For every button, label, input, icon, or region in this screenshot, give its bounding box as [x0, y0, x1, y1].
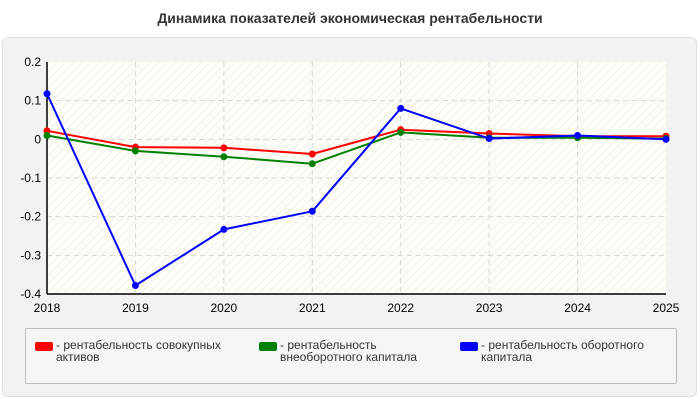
chart-title: Динамика показателей экономическая рента…: [157, 10, 543, 26]
data-point-1: [43, 131, 51, 139]
y-tick-label: -0.2: [20, 210, 41, 224]
y-tick-label: 0.2: [24, 55, 41, 69]
chart-legend: - рентабельность совокупных активов - ре…: [25, 328, 677, 384]
data-point-2: [662, 135, 670, 143]
legend-swatch-1: [259, 342, 277, 351]
legend-label-2: - рентабельность оборотного капитала: [481, 338, 644, 364]
data-point-1: [397, 128, 405, 136]
y-tick-label: -0.4: [20, 287, 41, 301]
legend-label-0: - рентабельность совокупных активов: [56, 338, 221, 364]
data-point-2: [131, 281, 139, 289]
data-point-0: [308, 150, 316, 158]
x-tick-label: 2019: [122, 301, 149, 315]
data-point-1: [220, 153, 228, 161]
data-point-2: [220, 225, 228, 233]
x-tick-label: 2020: [211, 301, 238, 315]
legend-swatch-2: [460, 342, 478, 351]
data-point-2: [43, 90, 51, 98]
legend-item-0: - рентабельность совокупных активов: [35, 339, 245, 363]
legend-item-2: - рентабельность оборотного капитала: [460, 339, 670, 363]
data-point-2: [574, 131, 582, 139]
x-tick-label: 2025: [653, 301, 680, 315]
legend-item-1: - рентабельность внеоборотного капитала: [259, 339, 459, 363]
legend-label-1: - рентабельность внеоборотного капитала: [280, 338, 417, 364]
data-point-2: [485, 135, 493, 143]
data-point-1: [308, 160, 316, 168]
x-tick-label: 2022: [387, 301, 414, 315]
data-point-2: [397, 104, 405, 112]
x-tick-label: 2024: [564, 301, 591, 315]
series-line-2: [46, 93, 667, 287]
x-tick-label: 2021: [299, 301, 326, 315]
y-tick-label: 0: [34, 132, 41, 146]
data-point-0: [220, 144, 228, 152]
x-tick-label: 2018: [34, 301, 61, 315]
y-tick-label: 0.1: [24, 94, 41, 108]
data-point-1: [131, 147, 139, 155]
y-tick-label: -0.1: [20, 171, 41, 185]
legend-swatch-0: [35, 342, 53, 351]
x-tick-label: 2023: [476, 301, 503, 315]
data-point-2: [308, 207, 316, 215]
series-line-1: [46, 131, 667, 165]
y-tick-label: -0.3: [20, 248, 41, 262]
